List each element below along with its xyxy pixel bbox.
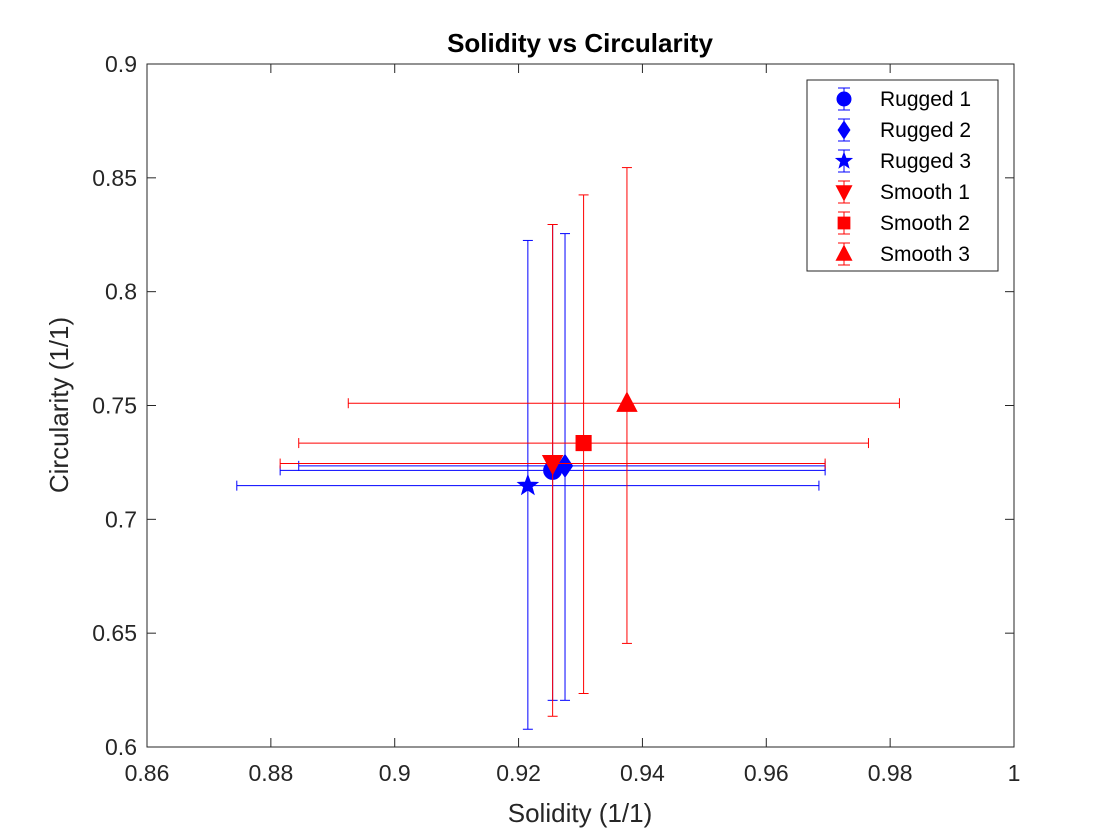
x-axis-label: Solidity (1/1): [508, 798, 653, 828]
legend-entry: Smooth 3: [835, 242, 970, 266]
y-tick-label: 0.75: [92, 393, 137, 419]
axis-ticks: 0.86 0.88 0.9 0.92 0.94 0.96 0.98 1 0.6 0.65 0.7 0.…: [92, 51, 1020, 786]
series-rugged-2: [298, 233, 826, 701]
series-smooth-1: [279, 224, 826, 717]
legend-entry: Rugged 1: [836, 87, 971, 111]
legend-entry: Smooth 1: [835, 180, 970, 204]
triangle-up-marker: [835, 244, 853, 261]
legend-label: Smooth 1: [880, 181, 970, 204]
x-tick-label: 0.98: [868, 760, 913, 786]
legend-label: Rugged 2: [880, 119, 971, 142]
legend: Rugged 1 Rugged 2 Rugged 3 Smooth 1 Smooth 2…: [806, 79, 999, 272]
y-tick-label: 0.8: [105, 279, 137, 305]
legend-label: Smooth 2: [880, 212, 970, 235]
legend-entry: Smooth 2: [837, 211, 970, 235]
y-axis-label: Circularity (1/1): [44, 317, 74, 493]
diamond-marker: [837, 120, 851, 140]
square-marker: [837, 216, 851, 230]
legend-entry: Rugged 3: [834, 149, 971, 173]
x-tick-label: 0.86: [125, 760, 170, 786]
circle-marker: [836, 91, 852, 107]
data-layer: [236, 167, 900, 730]
triangle-down-marker: [541, 454, 564, 476]
legend-box: [806, 79, 999, 272]
x-tick-label: 0.88: [248, 760, 293, 786]
legend-label: Rugged 3: [880, 150, 971, 173]
star-marker: [516, 473, 540, 496]
y-tick-label: 0.65: [92, 620, 137, 646]
x-tick-label: 0.94: [620, 760, 665, 786]
x-tick-label: 1: [1008, 760, 1021, 786]
chart-title: Solidity vs Circularity: [447, 28, 713, 58]
y-tick-label: 0.85: [92, 165, 137, 191]
triangle-down-marker: [835, 185, 853, 202]
series-smooth-2: [298, 194, 869, 694]
y-tick-label: 0.6: [105, 734, 137, 760]
x-tick-label: 0.92: [496, 760, 541, 786]
star-marker: [834, 151, 854, 169]
triangle-up-marker: [616, 391, 638, 412]
x-tick-label: 0.96: [744, 760, 789, 786]
series-smooth-3: [347, 167, 900, 644]
y-tick-label: 0.7: [105, 506, 137, 532]
x-tick-label: 0.9: [379, 760, 411, 786]
legend-label: Rugged 1: [880, 88, 971, 111]
legend-label: Smooth 3: [880, 243, 970, 266]
square-marker: [575, 435, 592, 452]
legend-entry: Rugged 2: [837, 118, 971, 142]
series-rugged-3: [236, 239, 820, 730]
diamond-marker: [556, 453, 574, 478]
y-tick-label: 0.9: [105, 51, 137, 77]
